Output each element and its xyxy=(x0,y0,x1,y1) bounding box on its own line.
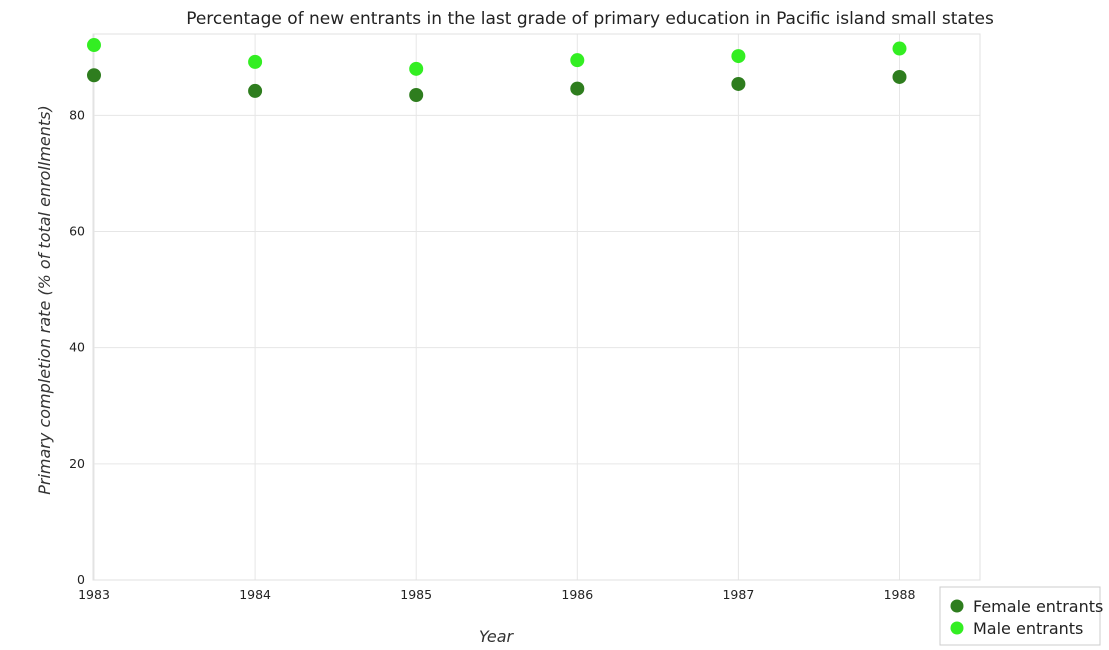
x-axis-label: Year xyxy=(479,627,515,646)
plot-frame xyxy=(92,33,981,581)
data-point-female xyxy=(570,81,585,96)
axes: 0 20 40 60 80 1983 1984 1985 1986 1987 1988 xyxy=(69,33,981,602)
data-point-female xyxy=(409,87,424,102)
data-point-male xyxy=(892,41,907,56)
y-tick-label: 60 xyxy=(69,223,85,238)
data-point-female xyxy=(87,68,101,83)
legend-box xyxy=(939,586,1101,646)
data-point-male xyxy=(87,38,101,53)
chart-title: Percentage of new entrants in the last g… xyxy=(186,9,994,29)
x-tick-label: 1983 xyxy=(78,587,110,602)
y-tick-label: 40 xyxy=(69,340,85,355)
legend-label: Female entrants xyxy=(973,597,1103,616)
grid-lines xyxy=(93,34,980,581)
x-tick-label: 1984 xyxy=(239,587,271,602)
data-point-male xyxy=(248,54,263,69)
y-axis-label: Primary completion rate (% of total enro… xyxy=(35,105,54,495)
data-point-male xyxy=(570,53,585,68)
data-point-female xyxy=(892,69,907,84)
data-point-female xyxy=(248,83,263,98)
data-points xyxy=(87,38,907,102)
x-tick-label: 1985 xyxy=(400,587,432,602)
y-tick-label: 80 xyxy=(69,107,85,122)
legend: Female entrants Male entrants xyxy=(939,586,1103,646)
data-point-male xyxy=(409,61,424,76)
y-tick-label: 0 xyxy=(77,572,85,587)
data-point-male xyxy=(731,49,746,64)
x-tick-label: 1986 xyxy=(561,587,593,602)
x-tick-label: 1988 xyxy=(884,587,916,602)
legend-label: Male entrants xyxy=(973,619,1083,638)
legend-marker xyxy=(950,621,964,635)
y-tick-label: 20 xyxy=(69,456,85,471)
legend-marker xyxy=(950,599,964,613)
data-point-female xyxy=(731,76,746,91)
x-tick-label: 1987 xyxy=(722,587,754,602)
